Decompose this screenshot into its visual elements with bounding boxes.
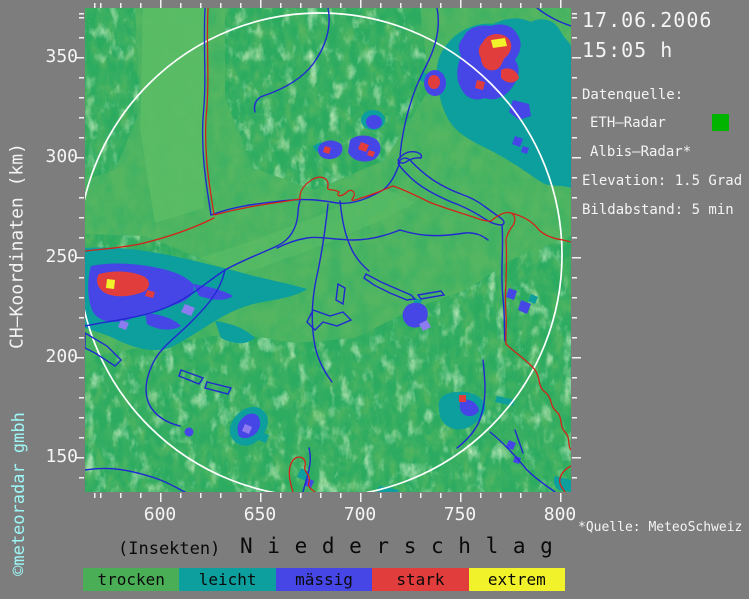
page-title: N i e d e r s c h l a g xyxy=(240,534,554,558)
x-axis-major-ticks-bottom xyxy=(85,493,571,502)
precip-stark xyxy=(97,34,519,402)
radar-range-circle xyxy=(85,12,563,492)
y-tick-label: 300 xyxy=(45,146,78,167)
y-tick-label: 350 xyxy=(45,46,78,67)
datasource-label: Datenquelle: xyxy=(582,87,684,103)
alsace-plain xyxy=(140,8,207,223)
x-tick-label: 650 xyxy=(243,504,277,525)
y-tick-label: 250 xyxy=(45,246,78,267)
precip-extrem xyxy=(106,38,507,289)
copyright-watermark: ©meteoradar gmbh xyxy=(9,412,29,576)
legend-label: mässig xyxy=(295,570,353,589)
source-footnote: *Quelle: MeteoSchweiz xyxy=(578,520,743,535)
legend-label: leicht xyxy=(198,570,257,589)
rivers-lakes xyxy=(85,8,571,492)
y-tick-label: 150 xyxy=(45,446,78,467)
legend-item-trocken: trocken xyxy=(83,568,180,591)
radar-map xyxy=(85,8,571,492)
title-prefix: (Insekten) xyxy=(118,539,221,559)
legend-item-maessig: mässig xyxy=(275,568,373,591)
x-tick-label: 750 xyxy=(443,504,477,525)
x-tick-label: 700 xyxy=(343,504,377,525)
legend-item-extrem: extrem xyxy=(468,568,566,591)
legend-item-stark: stark xyxy=(372,568,469,591)
x-tick-label: 800 xyxy=(543,504,577,525)
source-albis-radar: Albis—Radar* xyxy=(590,144,692,160)
legend-label: stark xyxy=(396,570,445,589)
legend-label: extrem xyxy=(487,570,546,589)
y-axis-title: CH—Koordinaten (km) xyxy=(6,143,28,349)
y-axis-major-ticks-right xyxy=(572,8,581,492)
source-eth-radar: ETH—Radar xyxy=(590,115,666,131)
legend-item-leicht: leicht xyxy=(179,568,276,591)
legend-label: trocken xyxy=(97,570,165,589)
x-axis-major-ticks-top xyxy=(85,0,571,8)
eth-radar-color-swatch xyxy=(712,114,729,131)
image-interval-label: Bildabstand: 5 min xyxy=(582,202,734,218)
time-label: 15:05 h xyxy=(582,38,674,62)
x-tick-label: 600 xyxy=(143,504,177,525)
precip-fringe xyxy=(118,304,431,434)
country-borders xyxy=(85,8,571,492)
y-axis-major-ticks-left xyxy=(75,8,84,492)
date-label: 17.06.2006 xyxy=(582,8,713,32)
y-tick-label: 200 xyxy=(45,346,78,367)
elevation-label: Elevation: 1.5 Grad xyxy=(582,173,743,189)
precipitation-legend: trocken leicht mässig stark extrem xyxy=(83,568,566,591)
